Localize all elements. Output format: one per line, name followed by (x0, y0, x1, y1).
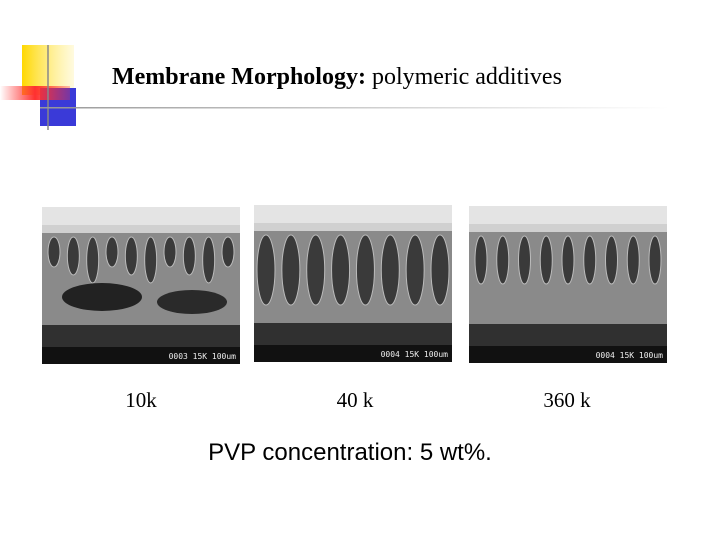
pore (430, 234, 450, 306)
caption: PVP concentration: 5 wt%. (208, 439, 492, 466)
image-top (469, 206, 667, 224)
pore (86, 236, 100, 284)
pore (539, 235, 553, 285)
pore (221, 236, 235, 268)
image-label: 40 k (337, 388, 374, 412)
pore (561, 235, 575, 285)
pore (496, 235, 510, 285)
substrate (42, 325, 240, 347)
pore (256, 234, 276, 306)
substrate (254, 323, 452, 345)
pore (182, 236, 196, 276)
image-top (254, 205, 452, 223)
image-label: 10k (125, 388, 157, 412)
pore (355, 234, 375, 306)
title-rule (40, 107, 670, 109)
pore (105, 236, 119, 268)
pore (648, 235, 662, 285)
sem-image: 0004 15K 100um (469, 206, 667, 363)
scale-text: 0004 15K 100um (381, 350, 449, 359)
scale-text: 0003 15K 100um (169, 352, 237, 361)
cavity (62, 283, 142, 311)
pore (331, 234, 351, 306)
membrane-layer (254, 223, 452, 231)
pore (405, 234, 425, 306)
pore (66, 236, 80, 276)
deco-red (0, 86, 70, 100)
pore (518, 235, 531, 285)
pore (605, 235, 618, 285)
sem-image: 0003 15K 100um (42, 207, 240, 364)
pore (281, 234, 301, 306)
info-bar (254, 345, 452, 362)
pore (202, 236, 216, 284)
image-top (42, 207, 240, 225)
pore (47, 236, 61, 268)
title-bold: Membrane Morphology: (112, 64, 366, 90)
info-bar (469, 346, 667, 363)
pore (144, 236, 158, 284)
pore (626, 235, 640, 285)
pore (163, 236, 177, 268)
scale-text: 0004 15K 100um (596, 351, 664, 360)
slide-title: Membrane Morphology: polymeric additives (112, 64, 562, 90)
pore (124, 236, 138, 276)
pore (583, 235, 597, 285)
cavity (157, 290, 227, 314)
pore (380, 234, 400, 306)
membrane-layer (42, 225, 240, 233)
info-bar (42, 347, 240, 364)
title-rest: polymeric additives (372, 64, 562, 90)
pore (306, 234, 326, 306)
sem-image: 0004 15K 100um (254, 205, 452, 362)
pore (474, 235, 488, 285)
sem-images: 0003 15K 100um 0004 15K 100um 0004 15K 100… (42, 205, 667, 364)
image-label: 360 k (543, 388, 591, 412)
substrate (469, 324, 667, 346)
membrane-layer (469, 224, 667, 232)
